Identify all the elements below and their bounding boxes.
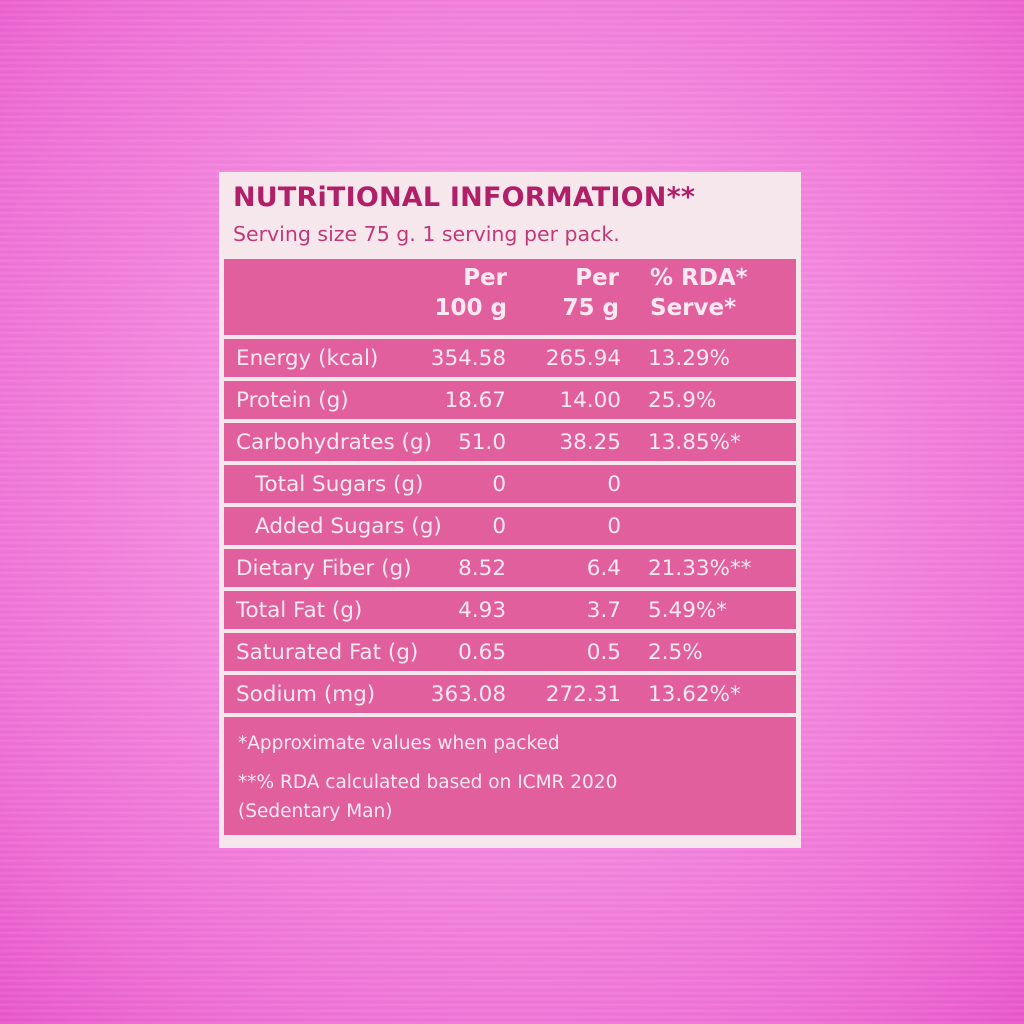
table-row: Added Sugars (g) 0 0 bbox=[224, 507, 796, 545]
value-per-100g: 8.52 bbox=[458, 556, 506, 581]
value-rda: 13.62%* bbox=[648, 682, 741, 707]
value-rda: 13.85%* bbox=[648, 430, 741, 455]
table-row: Total Fat (g) 4.93 3.7 5.49%* bbox=[224, 591, 796, 629]
value-per-100g: 51.0 bbox=[458, 430, 506, 455]
value-per-75g: 0.5 bbox=[586, 640, 621, 665]
value-per-75g: 0 bbox=[607, 472, 621, 497]
value-per-100g: 354.58 bbox=[430, 346, 506, 371]
value-rda: 2.5% bbox=[648, 640, 703, 665]
value-rda: 13.29% bbox=[648, 346, 730, 371]
value-per-75g: 38.25 bbox=[559, 430, 621, 455]
footnotes: *Approximate values when packed **% RDA … bbox=[224, 717, 796, 835]
value-per-75g: 3.7 bbox=[586, 598, 621, 623]
value-per-75g: 6.4 bbox=[586, 556, 621, 581]
value-rda: 5.49%* bbox=[648, 598, 728, 623]
nutrition-table: Per 100 g Per 75 g % RDA* Serve* Energy … bbox=[224, 259, 796, 835]
label-title: NUTRiTIONAL INFORMATION** bbox=[233, 182, 696, 213]
table-row: Protein (g) 18.67 14.00 25.9% bbox=[224, 381, 796, 419]
value-per-100g: 363.08 bbox=[430, 682, 506, 707]
nutrient-name: Protein (g) bbox=[236, 388, 349, 413]
value-per-100g: 18.67 bbox=[444, 388, 506, 413]
value-per-75g: 0 bbox=[607, 514, 621, 539]
table-row: Energy (kcal) 354.58 265.94 13.29% bbox=[224, 339, 796, 377]
table-row: Total Sugars (g) 0 0 bbox=[224, 465, 796, 503]
nutrient-name: Saturated Fat (g) bbox=[236, 640, 419, 665]
value-rda: 21.33%** bbox=[648, 556, 752, 581]
footnote: *Approximate values when packed bbox=[238, 733, 560, 754]
footnote: **% RDA calculated based on ICMR 2020 bbox=[238, 772, 618, 793]
value-per-100g: 0 bbox=[492, 514, 506, 539]
nutrition-label: NUTRiTIONAL INFORMATION** Serving size 7… bbox=[219, 172, 801, 848]
value-per-100g: 4.93 bbox=[458, 598, 506, 623]
nutrient-name: Energy (kcal) bbox=[236, 346, 379, 371]
table-row: Saturated Fat (g) 0.65 0.5 2.5% bbox=[224, 633, 796, 671]
value-per-100g: 0.65 bbox=[458, 640, 506, 665]
value-per-75g: 265.94 bbox=[545, 346, 621, 371]
value-per-75g: 272.31 bbox=[545, 682, 621, 707]
nutrient-name: Total Sugars (g) bbox=[255, 472, 424, 497]
serving-size: Serving size 75 g. 1 serving per pack. bbox=[233, 222, 620, 246]
col-rda: % RDA* Serve* bbox=[650, 265, 748, 321]
value-per-75g: 14.00 bbox=[559, 388, 621, 413]
nutrient-name: Added Sugars (g) bbox=[255, 514, 442, 539]
value-per-100g: 0 bbox=[492, 472, 506, 497]
table-row: Carbohydrates (g) 51.0 38.25 13.85%* bbox=[224, 423, 796, 461]
nutrient-name: Sodium (mg) bbox=[236, 682, 376, 707]
col-per-100g: Per 100 g bbox=[434, 265, 507, 321]
footnote: (Sedentary Man) bbox=[238, 801, 393, 822]
value-rda: 25.9% bbox=[648, 388, 717, 413]
nutrient-name: Total Fat (g) bbox=[236, 598, 363, 623]
nutrient-name: Carbohydrates (g) bbox=[236, 430, 432, 455]
table-row: Dietary Fiber (g) 8.52 6.4 21.33%** bbox=[224, 549, 796, 587]
nutrient-name: Dietary Fiber (g) bbox=[236, 556, 412, 581]
table-header: Per 100 g Per 75 g % RDA* Serve* bbox=[224, 259, 796, 335]
table-row: Sodium (mg) 363.08 272.31 13.62%* bbox=[224, 675, 796, 713]
col-per-75g: Per 75 g bbox=[562, 265, 619, 321]
